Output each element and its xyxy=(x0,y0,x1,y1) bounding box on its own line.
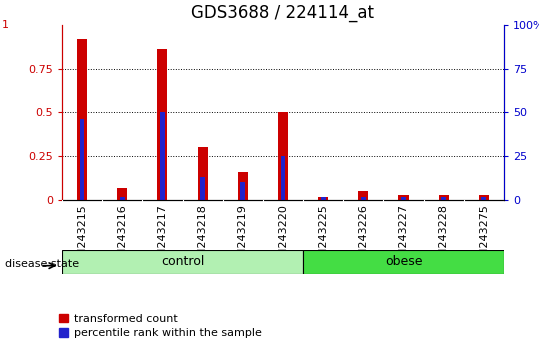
Text: GSM243228: GSM243228 xyxy=(439,204,448,272)
Bar xyxy=(358,191,368,200)
Bar xyxy=(62,250,303,274)
Bar xyxy=(441,198,446,200)
Bar xyxy=(479,195,489,200)
Text: GSM243225: GSM243225 xyxy=(318,204,328,272)
Text: disease state: disease state xyxy=(5,259,80,269)
Bar xyxy=(303,250,504,274)
Legend: transformed count, percentile rank within the sample: transformed count, percentile rank withi… xyxy=(59,314,262,338)
Bar xyxy=(439,195,448,200)
Text: obese: obese xyxy=(385,256,422,268)
Text: control: control xyxy=(161,256,204,268)
Bar xyxy=(318,196,328,200)
Bar xyxy=(321,198,326,200)
Bar xyxy=(481,198,486,200)
Bar xyxy=(361,198,366,200)
Bar xyxy=(198,147,208,200)
Bar xyxy=(278,113,288,200)
Text: GSM243216: GSM243216 xyxy=(118,204,127,272)
Bar xyxy=(80,119,85,200)
Text: GSM243219: GSM243219 xyxy=(238,204,248,272)
Bar xyxy=(398,195,409,200)
Text: GSM243218: GSM243218 xyxy=(198,204,208,272)
Text: GSM243227: GSM243227 xyxy=(398,204,409,272)
Bar xyxy=(200,177,205,200)
Bar xyxy=(160,113,165,200)
Bar xyxy=(238,172,248,200)
Bar xyxy=(118,188,127,200)
Bar xyxy=(157,49,168,200)
Text: GSM243275: GSM243275 xyxy=(479,204,489,272)
Text: GSM243220: GSM243220 xyxy=(278,204,288,272)
Bar xyxy=(240,183,245,200)
Bar xyxy=(77,39,87,200)
Text: 1: 1 xyxy=(2,20,9,30)
Bar xyxy=(401,198,406,200)
Text: GSM243217: GSM243217 xyxy=(157,204,168,272)
Bar xyxy=(120,196,125,200)
Title: GDS3688 / 224114_at: GDS3688 / 224114_at xyxy=(191,4,375,22)
Text: GSM243226: GSM243226 xyxy=(358,204,368,272)
Text: GSM243215: GSM243215 xyxy=(77,204,87,272)
Bar xyxy=(281,156,285,200)
